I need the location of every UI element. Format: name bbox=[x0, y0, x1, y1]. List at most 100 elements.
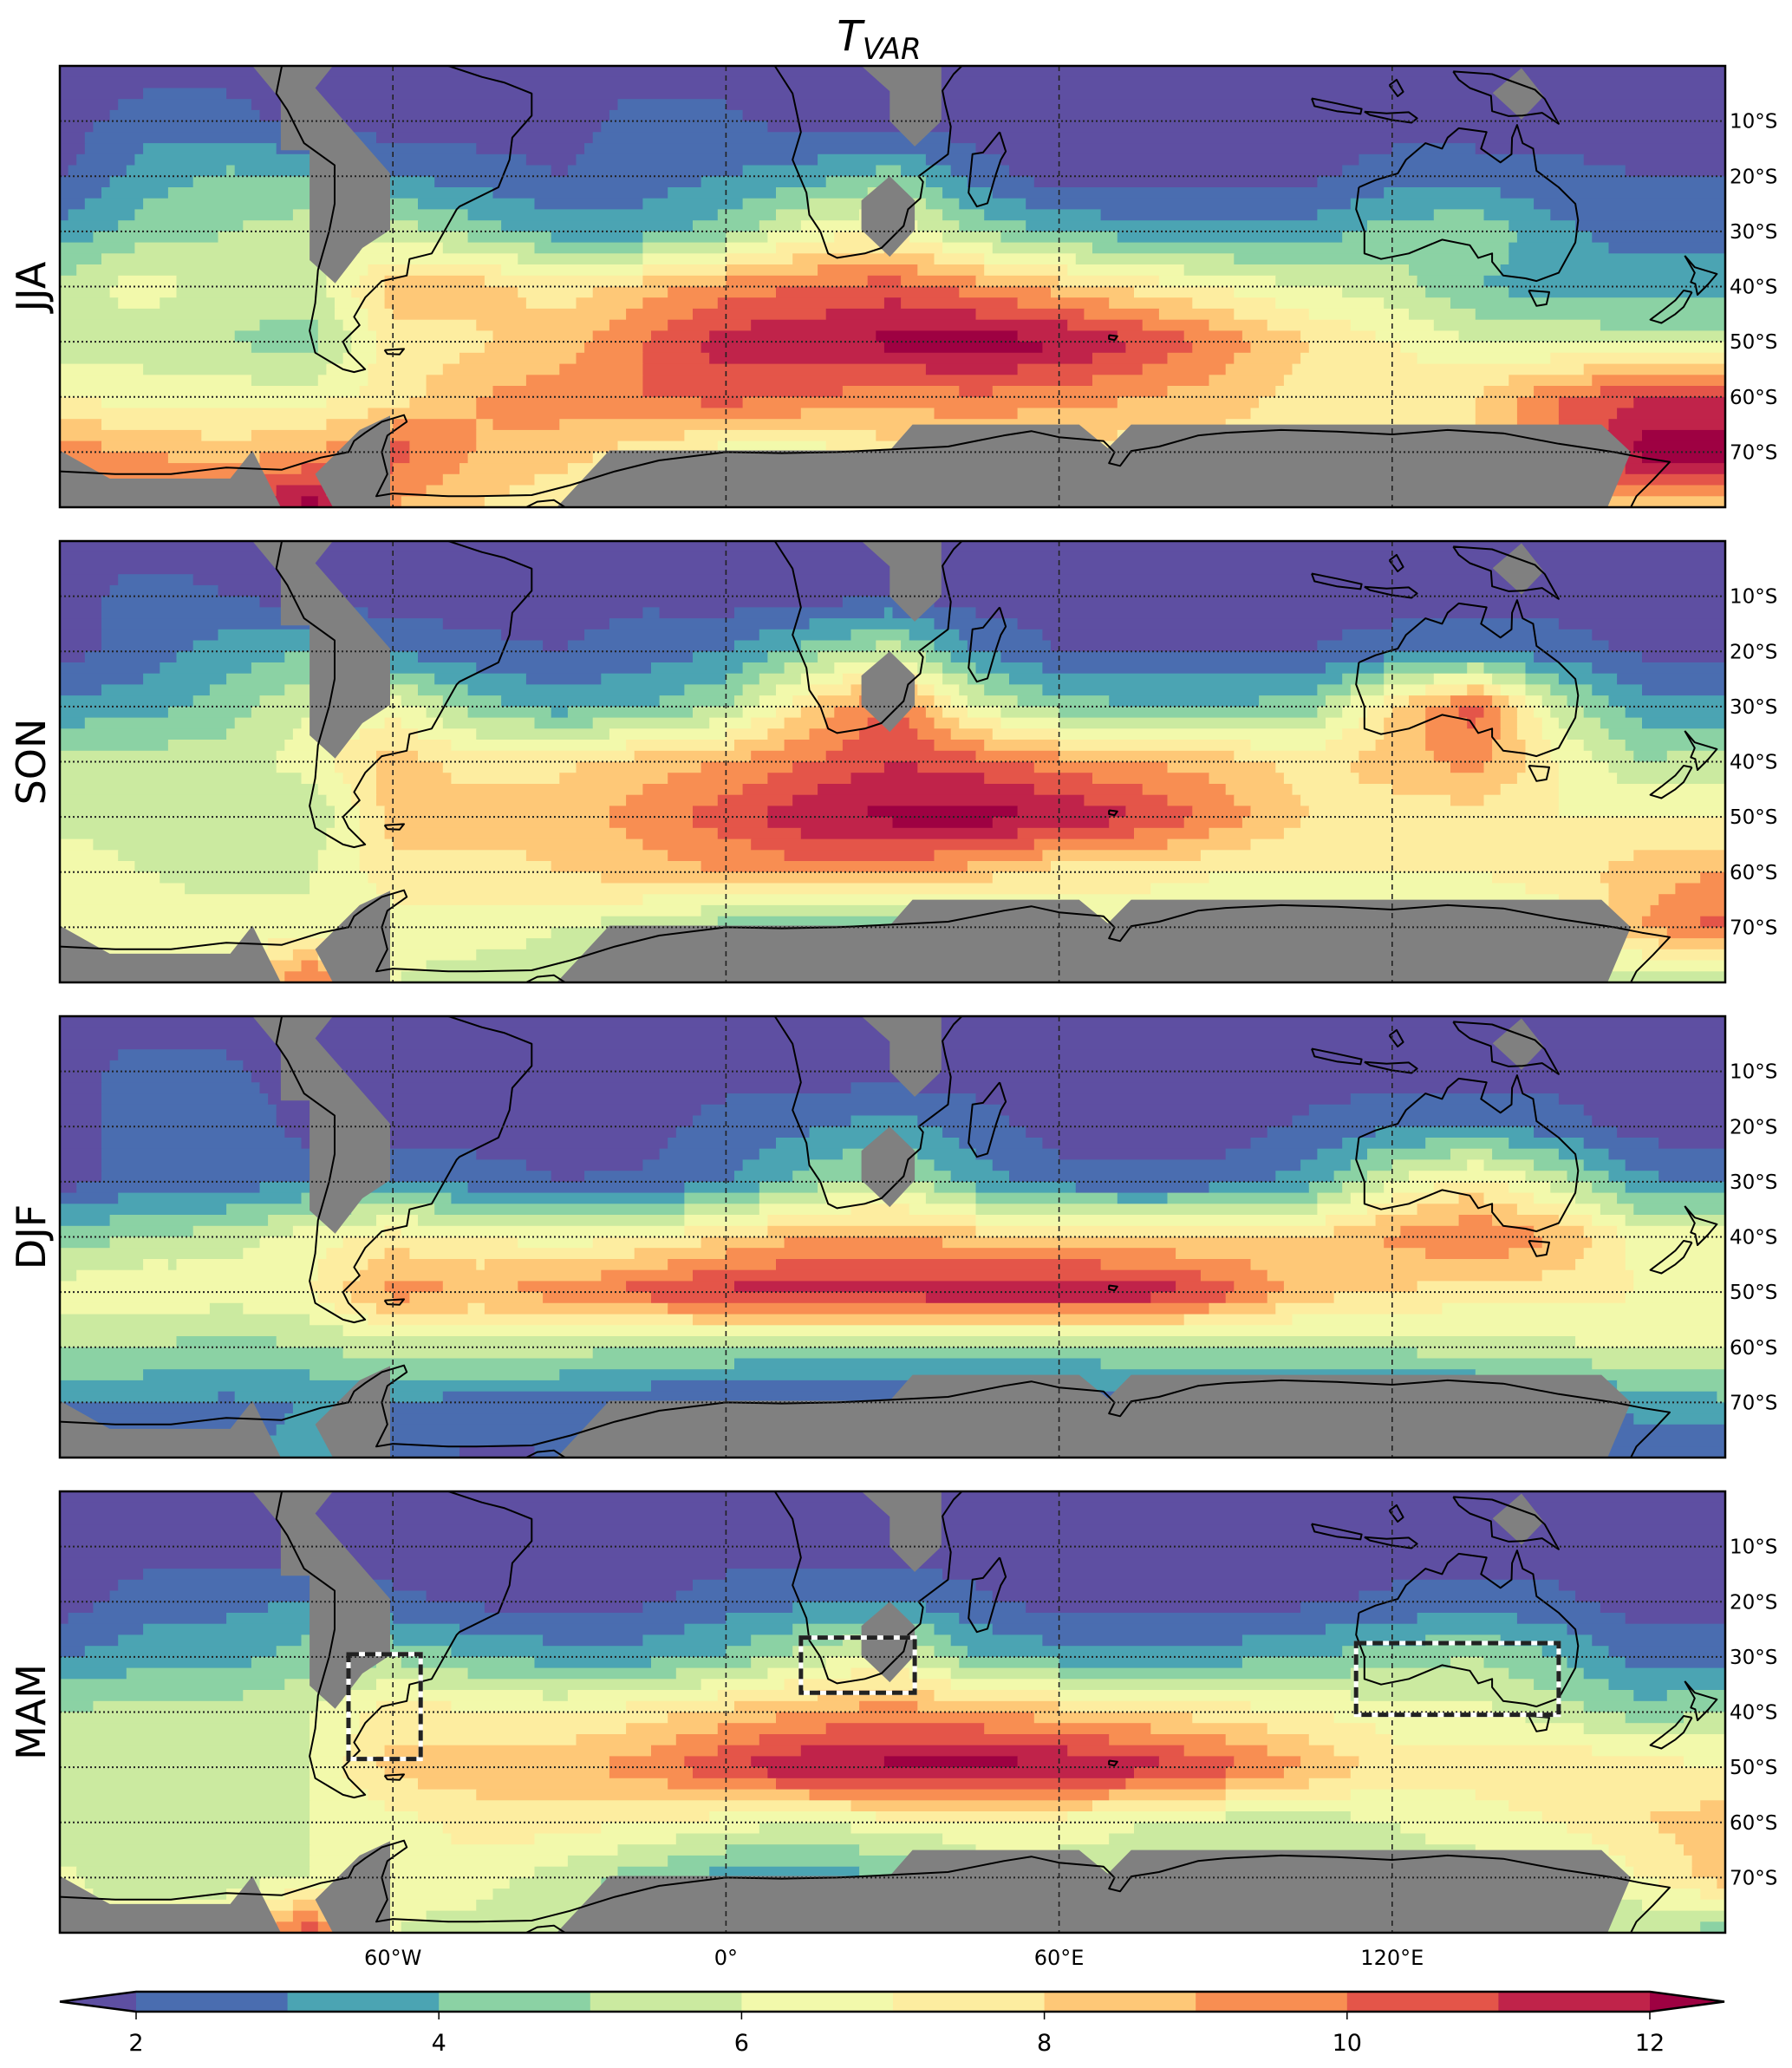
lat-tick-label: 50°S bbox=[1730, 806, 1777, 829]
contour-band-cell bbox=[1350, 1093, 1560, 1106]
contour-band-cell bbox=[1516, 773, 1560, 785]
contour-band-cell bbox=[1516, 728, 1543, 740]
contour-band-cell bbox=[642, 242, 727, 255]
lat-tick-label: 50°S bbox=[1730, 1282, 1777, 1304]
lat-tick-label: 30°S bbox=[1730, 696, 1777, 719]
contour-band-cell bbox=[1500, 264, 1725, 277]
contour-band-cell bbox=[642, 231, 727, 244]
contour-band-cell bbox=[818, 784, 1035, 796]
coastline bbox=[60, 889, 1671, 982]
contour-band-cell bbox=[592, 330, 652, 342]
contour-band-cell bbox=[342, 1281, 386, 1293]
contour-band-cell bbox=[876, 330, 1019, 342]
contour-band-cell bbox=[1292, 1115, 1593, 1127]
contour-band-cell bbox=[634, 1248, 727, 1260]
contour-band-cell bbox=[1342, 1181, 1385, 1194]
contour-band-cell bbox=[576, 761, 702, 773]
coastline bbox=[1388, 1504, 1404, 1523]
contour-band-cell bbox=[1384, 297, 1451, 310]
contour-band-cell bbox=[501, 629, 585, 642]
contour-band-cell bbox=[301, 960, 319, 972]
contour-band-cell bbox=[442, 618, 610, 630]
contour-band-cell bbox=[1700, 916, 1725, 929]
coastline bbox=[525, 974, 566, 982]
contour-band-cell bbox=[109, 176, 194, 188]
contour-band-cell bbox=[1100, 1259, 1252, 1271]
contour-band-cell bbox=[1109, 1833, 1426, 1845]
contour-band-cell bbox=[992, 386, 1169, 398]
contour-band-cell bbox=[60, 838, 94, 851]
contour-band-cell bbox=[476, 662, 652, 675]
contour-band-cell bbox=[1417, 1281, 1635, 1293]
contour-band-cell bbox=[467, 1302, 485, 1315]
contour-band-cell bbox=[1516, 717, 1543, 730]
contour-band-cell bbox=[1625, 1215, 1725, 1227]
contour-band-cell bbox=[60, 1822, 310, 1835]
contour-band-cell bbox=[859, 728, 919, 740]
contour-band-cell bbox=[901, 275, 977, 288]
contour-band-cell bbox=[942, 673, 968, 686]
contour-band-cell bbox=[975, 750, 1060, 763]
contour-band-cell bbox=[825, 308, 977, 321]
contour-band-cell bbox=[1417, 275, 1485, 288]
contour-band-cell bbox=[1084, 794, 1169, 807]
contour-band-cell bbox=[426, 485, 511, 497]
contour-band-cell bbox=[484, 1259, 668, 1271]
contour-band-cell bbox=[1342, 706, 1368, 719]
contour-band-cell bbox=[60, 1646, 86, 1658]
contour-band-cell bbox=[451, 1646, 727, 1658]
contour-band-cell bbox=[359, 838, 394, 851]
contour-band-cell bbox=[109, 1060, 244, 1073]
contour-band-cell bbox=[1608, 242, 1725, 255]
contour-band-cell bbox=[1691, 1855, 1725, 1868]
contour-band-cell bbox=[1666, 1690, 1725, 1702]
contour-band-cell bbox=[467, 209, 719, 221]
contour-band-cell bbox=[1059, 717, 1326, 730]
contour-band-cell bbox=[1592, 1115, 1725, 1127]
contour-band-cell bbox=[1608, 1889, 1701, 1901]
panel-border bbox=[58, 539, 1727, 984]
contour-band-cell bbox=[642, 363, 927, 376]
contour-band-cell bbox=[1342, 165, 1626, 177]
contour-band-cell bbox=[1384, 673, 1435, 686]
season-label: DJF bbox=[8, 1204, 55, 1269]
contour-band-cell bbox=[1608, 1171, 1659, 1183]
season-label: MAM bbox=[8, 1664, 55, 1760]
contour-band-cell bbox=[467, 1181, 686, 1194]
contour-band-cell bbox=[60, 717, 86, 730]
contour-band-cell bbox=[1000, 717, 1060, 730]
contour-band-cell bbox=[1059, 750, 1235, 763]
contour-band-cell bbox=[368, 308, 394, 321]
contour-band-cell bbox=[376, 750, 419, 763]
contour-band-cell bbox=[759, 1148, 844, 1161]
contour-band-cell bbox=[668, 1712, 777, 1724]
contour-band-cell bbox=[992, 1623, 1326, 1636]
title-subscript: VAR bbox=[863, 32, 922, 67]
contour-band-cell bbox=[742, 784, 818, 796]
contour-band-cell bbox=[651, 330, 710, 342]
contour-band-cell bbox=[259, 109, 610, 122]
contour-band-cell bbox=[376, 773, 453, 785]
contour-band-cell bbox=[1009, 165, 1343, 177]
contour-band-cell bbox=[1600, 386, 1725, 398]
contour-band-cell bbox=[1625, 165, 1725, 177]
contour-band-cell bbox=[1583, 1667, 1725, 1680]
contour-band-cell bbox=[942, 209, 985, 221]
contour-band-cell bbox=[1500, 717, 1518, 730]
coastline bbox=[1364, 110, 1418, 124]
contour-band-cell bbox=[1225, 1800, 1510, 1812]
contour-band-cell bbox=[559, 363, 644, 376]
contour-band-cell bbox=[1475, 308, 1725, 321]
contour-band-cell bbox=[1500, 706, 1518, 719]
contour-band-cell bbox=[384, 297, 527, 310]
contour-band-cell bbox=[326, 396, 411, 409]
contour-band-cell bbox=[60, 1192, 119, 1205]
contour-band-cell bbox=[1633, 396, 1725, 409]
contour-band-cell bbox=[975, 1215, 1326, 1227]
contour-band-cell bbox=[1500, 187, 1725, 199]
contour-band-cell bbox=[310, 1789, 369, 1802]
contour-band-cell bbox=[759, 1822, 852, 1835]
contour-band-cell bbox=[384, 286, 519, 298]
contour-band-cell bbox=[1308, 1778, 1725, 1791]
contour-band-cell bbox=[60, 761, 277, 773]
